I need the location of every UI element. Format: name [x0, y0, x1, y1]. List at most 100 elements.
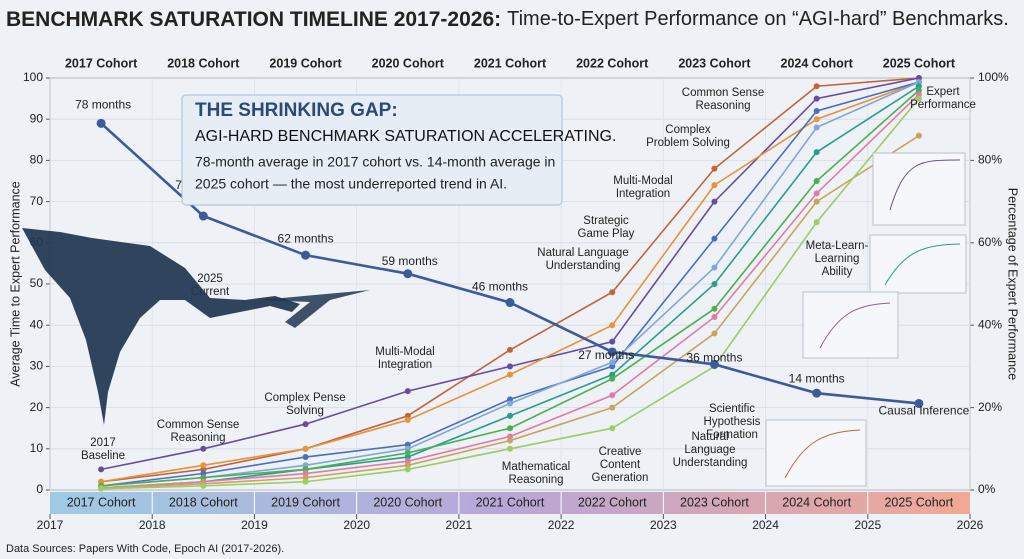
x-tick-label: 2026: [957, 518, 984, 532]
x-tick-label: 2020: [343, 518, 370, 532]
inset: [869, 234, 967, 294]
benchmark-point: [813, 198, 820, 205]
benchmark-point: [711, 235, 718, 242]
annotation: Natural: [691, 431, 728, 443]
y2-tick-label: 60%: [978, 235, 1002, 249]
y2-tick-label: 20%: [978, 400, 1002, 414]
benchmark-point: [609, 322, 616, 329]
cohort-band-label: 2019 Cohort: [271, 495, 340, 509]
inset: [802, 291, 899, 359]
benchmark-point: [813, 83, 820, 90]
benchmark-point: [711, 313, 718, 320]
y2-tick-label: 0%: [978, 482, 996, 496]
benchmark-point: [609, 371, 616, 378]
point-label: 36 months: [686, 351, 742, 365]
y-tick-label: 50: [30, 276, 44, 290]
annotation: Integration: [378, 359, 432, 371]
annotation: Mathematical: [502, 461, 570, 473]
benchmark-point: [404, 466, 411, 473]
x-tick-label: 2018: [139, 518, 166, 532]
annotation: Hypothesis: [704, 416, 761, 428]
annotation: Reasoning: [696, 100, 751, 112]
benchmark-point: [915, 95, 922, 102]
top-cohort-label: 2023 Cohort: [678, 56, 751, 70]
benchmark-point: [302, 466, 309, 473]
main-point: [301, 250, 311, 260]
x-tick-label: 2021: [446, 518, 473, 532]
y-tick-label: 20: [30, 400, 44, 414]
annotation: Solving: [286, 405, 324, 417]
y-tick-label: 30: [30, 359, 44, 373]
benchmark-point: [813, 95, 820, 102]
benchmark-point: [813, 190, 820, 197]
benchmark-point: [302, 421, 309, 428]
main-point: [914, 398, 924, 408]
annotation: Performance: [910, 99, 976, 111]
benchmark-point: [609, 289, 616, 296]
point-label: 14 months: [789, 371, 845, 385]
benchmark-point: [609, 404, 616, 411]
benchmark-point: [813, 178, 820, 184]
cohort-band-label: 2023 Cohort: [680, 495, 749, 509]
benchmark-point: [609, 392, 616, 399]
benchmark-point: [711, 330, 718, 337]
chart-title: BENCHMARK SATURATION TIMELINE 2017-2026:…: [6, 8, 1009, 31]
point-label: 46 months: [472, 280, 528, 294]
x-tick-label: 2017: [37, 518, 64, 532]
benchmark-point: [200, 470, 207, 477]
y-tick-label: 100: [23, 70, 43, 84]
benchmark-point: [711, 305, 718, 312]
x-tick-label: 2025: [854, 518, 881, 532]
benchmark-point: [915, 91, 922, 98]
point-label: Causal Inference: [879, 404, 970, 418]
x-tick-label: 2019: [241, 518, 268, 532]
benchmark-point: [813, 219, 820, 226]
top-cohort-label: 2017 Cohort: [65, 56, 138, 70]
benchmark-point: [609, 363, 616, 370]
annotation: Integration: [616, 188, 670, 200]
annotation: Common Sense: [682, 87, 764, 99]
inset-curve: [889, 159, 961, 211]
benchmark-point: [915, 79, 922, 86]
title: BENCHMARK SATURATION TIMELINE 2017-2026:: [6, 8, 501, 31]
annotation: Generation: [592, 472, 649, 484]
benchmark-point: [915, 132, 922, 139]
callout-heading: THE SHRINKING GAP:: [195, 100, 398, 121]
benchmark-point: [711, 182, 718, 189]
top-cohort-label: 2022 Cohort: [576, 56, 649, 70]
top-cohort-label: 2021 Cohort: [474, 56, 547, 70]
benchmark-point: [711, 264, 718, 271]
x-tick-label: 2022: [548, 518, 575, 532]
benchmark-point: [507, 371, 513, 378]
inset-curve: [819, 302, 891, 349]
benchmark-point: [404, 445, 411, 452]
benchmark-point: [404, 441, 411, 448]
benchmark-point: [711, 281, 718, 287]
callout-body: 2025 cohort — the most underreported tre…: [195, 176, 507, 192]
inset-curve: [884, 243, 961, 286]
benchmark-point: [404, 462, 411, 469]
annotation: Multi-Modal: [613, 175, 672, 187]
benchmark-point: [609, 359, 616, 366]
y-tick-label: 80: [30, 153, 44, 167]
benchmark-point: [711, 165, 718, 172]
annotation: Strategic: [583, 215, 629, 227]
y-tick-label: 40: [30, 317, 44, 331]
callout-box: [181, 94, 563, 206]
benchmark-point: [507, 346, 513, 353]
cohort-band-label: 2024 Cohort: [782, 495, 851, 509]
benchmark-point: [302, 445, 309, 452]
y-tick-label: 90: [30, 111, 44, 125]
benchmark-point: [404, 412, 411, 419]
benchmark-point: [302, 470, 309, 477]
benchmark-point: [609, 338, 616, 345]
annotation: Expert: [926, 86, 960, 98]
benchmark-point: [507, 412, 513, 419]
benchmark-point: [507, 396, 513, 403]
y-tick-label: 0: [36, 482, 43, 496]
benchmark-point: [302, 474, 309, 481]
benchmark-point: [302, 462, 309, 469]
callout-subheading: AGI-HARD BENCHMARK SATURATION ACCELERATI…: [195, 128, 616, 145]
benchmark-point: [507, 437, 513, 444]
benchmark-point: [200, 466, 207, 473]
